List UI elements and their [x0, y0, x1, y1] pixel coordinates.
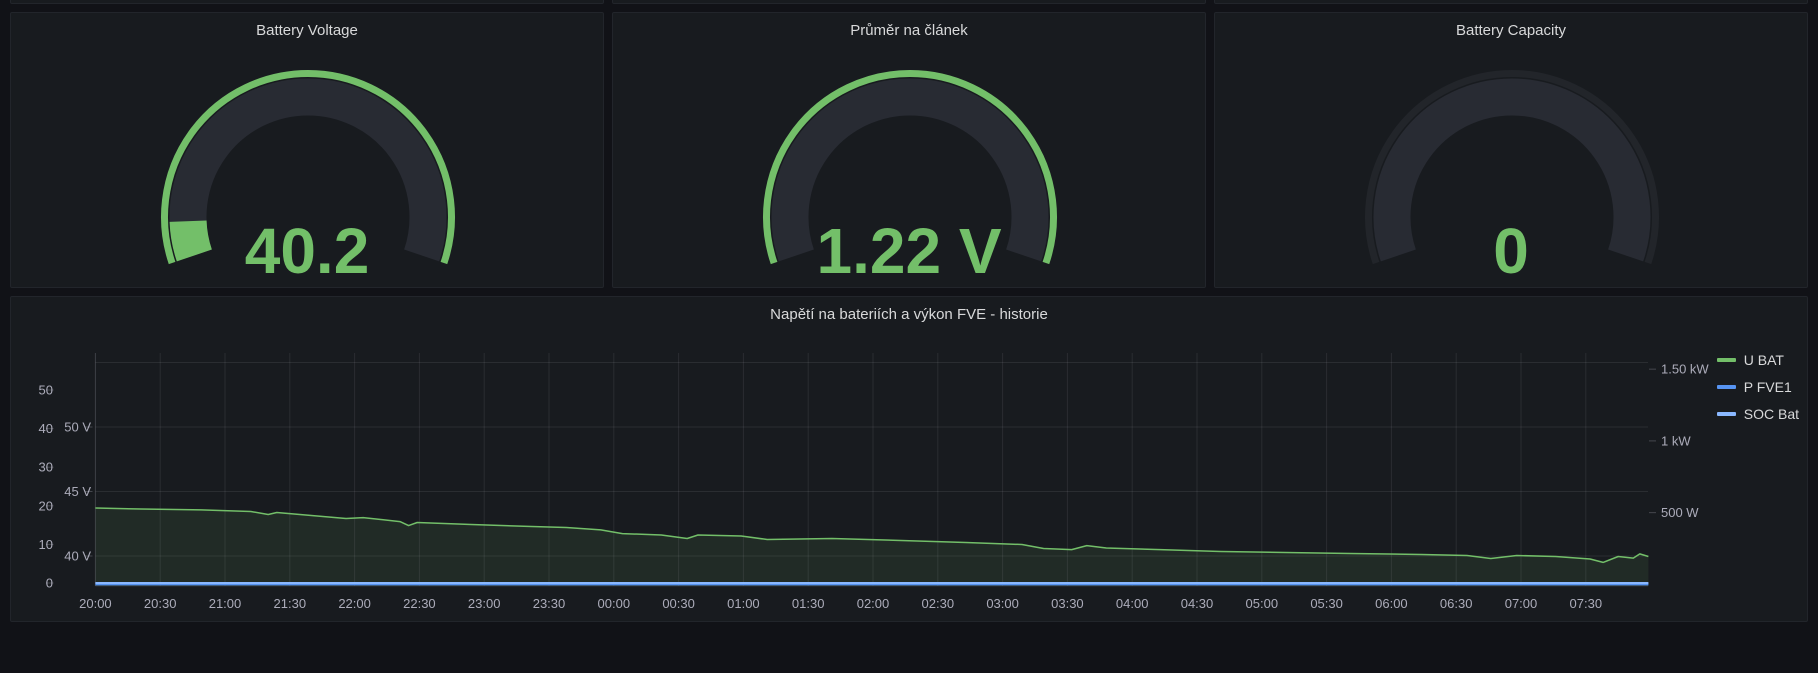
x-tick-label: 23:00 — [468, 596, 501, 611]
x-tick-label: 01:30 — [792, 596, 825, 611]
gauge-value-arc — [169, 219, 213, 262]
voltage-axis-label: 45 V — [64, 484, 91, 499]
panel-above-sliver-1 — [10, 0, 604, 4]
x-tick-label: 06:00 — [1375, 596, 1408, 611]
gauge-threshold-ring — [161, 70, 455, 265]
cell-average-gauge: 1.22 V — [613, 13, 1205, 287]
x-tick-label: 21:30 — [274, 596, 307, 611]
cell-average-value: 1.22 V — [816, 215, 1002, 287]
panel-history-chart: Napětí na bateriích a výkon FVE - histor… — [10, 296, 1808, 622]
soc-bat-swatch-icon — [1716, 411, 1736, 416]
battery-capacity-gauge: 0 — [1215, 13, 1807, 287]
x-tick-label: 22:00 — [338, 596, 371, 611]
panel-title-cell-average[interactable]: Průměr na článek — [850, 22, 968, 39]
percent-axis-label: 20 — [39, 498, 53, 513]
panel-battery-capacity: Battery Capacity 0 — [1214, 12, 1808, 288]
gauge-threshold-ring — [763, 70, 1057, 265]
x-tick-label: 01:00 — [727, 596, 760, 611]
gauge-threshold-ring — [1365, 70, 1659, 265]
percent-axis-label: 50 — [39, 383, 53, 398]
x-tick-label: 21:00 — [209, 596, 242, 611]
legend-item-soc-bat[interactable]: SOC Bat — [1716, 405, 1799, 422]
legend-item-u-bat[interactable]: U BAT — [1716, 351, 1799, 368]
gauge-track — [771, 78, 1049, 262]
x-tick-label: 05:30 — [1310, 596, 1343, 611]
legend-label-u-bat: U BAT — [1743, 351, 1784, 368]
x-tick-label: 20:30 — [144, 596, 177, 611]
u-bat-swatch-icon — [1716, 357, 1736, 362]
panel-battery-voltage: Battery Voltage 40.2 — [10, 12, 604, 288]
battery-voltage-gauge: 40.2 — [11, 13, 603, 287]
x-tick-label: 20:00 — [79, 596, 112, 611]
x-tick-label: 07:30 — [1570, 596, 1603, 611]
x-tick-label: 00:00 — [598, 596, 631, 611]
x-tick-label: 07:00 — [1505, 596, 1538, 611]
legend-item-p-fve1[interactable]: P FVE1 — [1716, 378, 1799, 395]
x-tick-label: 06:30 — [1440, 596, 1473, 611]
panel-title-battery-capacity[interactable]: Battery Capacity — [1455, 22, 1567, 39]
voltage-axis-label: 50 V — [64, 420, 91, 435]
x-tick-label: 03:00 — [986, 596, 1019, 611]
battery-voltage-value: 40.2 — [244, 215, 370, 287]
gauge-track — [1373, 78, 1651, 262]
x-tick-label: 04:30 — [1181, 596, 1214, 611]
x-tick-label: 22:30 — [403, 596, 436, 611]
panel-title-history-chart[interactable]: Napětí na bateriích a výkon FVE - histor… — [770, 306, 1048, 323]
percent-axis-label: 30 — [39, 460, 53, 475]
panel-above-sliver-3 — [1214, 0, 1808, 4]
power-axis-label: 1 kW — [1661, 433, 1691, 448]
panel-title-battery-voltage[interactable]: Battery Voltage — [256, 22, 358, 39]
series-fill-U BAT — [95, 508, 1649, 586]
voltage-axis-label: 40 V — [64, 549, 91, 564]
percent-axis-label: 0 — [46, 576, 53, 591]
x-tick-label: 04:00 — [1116, 596, 1149, 611]
power-axis-label: 500 W — [1661, 505, 1699, 520]
p-fve1-swatch-icon — [1716, 384, 1736, 389]
x-tick-label: 23:30 — [533, 596, 566, 611]
gauge-track — [169, 78, 447, 262]
x-tick-label: 00:30 — [662, 596, 695, 611]
x-tick-label: 05:00 — [1246, 596, 1279, 611]
series-line-U BAT — [95, 507, 1649, 564]
chart-legend: U BAT P FVE1 SOC Bat — [1716, 351, 1799, 422]
legend-label-soc-bat: SOC Bat — [1743, 405, 1799, 422]
panel-cell-average: Průměr na článek 1.22 V — [612, 12, 1206, 288]
legend-label-p-fve1: P FVE1 — [1743, 378, 1792, 395]
x-tick-label: 03:30 — [1051, 596, 1084, 611]
percent-axis-label: 40 — [39, 421, 53, 436]
x-tick-label: 02:30 — [922, 596, 955, 611]
percent-axis-label: 10 — [39, 537, 53, 552]
timeseries-plot[interactable]: 20:00 20:30 21:00 21:30 22:00 22:30 23:00 23:30… — [11, 297, 1809, 623]
power-axis-label: 1.50 kW — [1661, 362, 1709, 377]
battery-capacity-value: 0 — [1493, 215, 1529, 287]
x-tick-label: 02:00 — [857, 596, 890, 611]
panel-above-sliver-2 — [612, 0, 1206, 4]
